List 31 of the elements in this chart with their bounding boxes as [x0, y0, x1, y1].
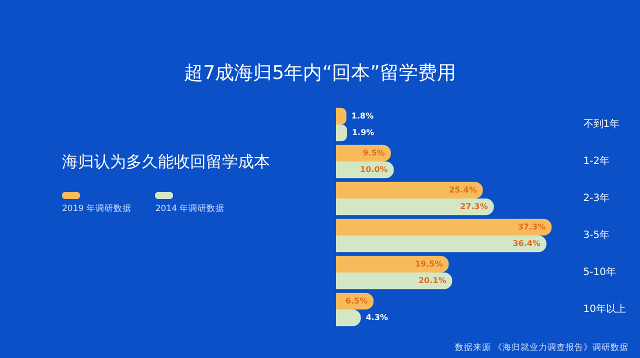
- data-label: 19.5%: [414, 259, 443, 268]
- y-tick-label: 5-10年: [583, 266, 616, 278]
- chart-title: 超7成海归5年内“回本”留学费用: [183, 61, 457, 86]
- data-label: 9.5%: [362, 148, 385, 158]
- data-label: 6.5%: [345, 296, 368, 306]
- y-tick-label: 不到1年: [583, 118, 620, 130]
- y-tick-label: 1-2年: [583, 155, 610, 168]
- data-label: 20.1%: [418, 276, 446, 285]
- bar: [336, 182, 483, 198]
- data-label: 4.3%: [366, 312, 388, 322]
- data-label: 1.8%: [351, 111, 374, 120]
- y-tick-label: 2-3年: [583, 192, 610, 204]
- legend-label: 2014 年调研数据: [155, 203, 225, 215]
- data-label: 36.4%: [512, 238, 540, 248]
- bar: [336, 236, 546, 252]
- source-note: 数据来源 《海归就业力调查报告》调研数据: [455, 342, 629, 354]
- data-label: 27.3%: [460, 202, 488, 211]
- text: 海归认为多久能收回留学成本: [62, 152, 270, 173]
- bar: [336, 272, 452, 290]
- data-label: 25.4%: [449, 185, 477, 194]
- y-tick-label: 10年以上: [583, 303, 626, 316]
- data-label: 37.3%: [518, 222, 546, 232]
- y-tick-label: 3-5年: [583, 229, 610, 242]
- bar: [336, 310, 361, 326]
- data-label: 10.0%: [360, 164, 388, 174]
- bar: [336, 256, 449, 272]
- bar: [336, 198, 494, 216]
- bar: [336, 144, 391, 162]
- data-label: 1.9%: [352, 128, 374, 137]
- bar: [336, 218, 552, 236]
- legend-label: 2019 年调研数据: [62, 203, 132, 215]
